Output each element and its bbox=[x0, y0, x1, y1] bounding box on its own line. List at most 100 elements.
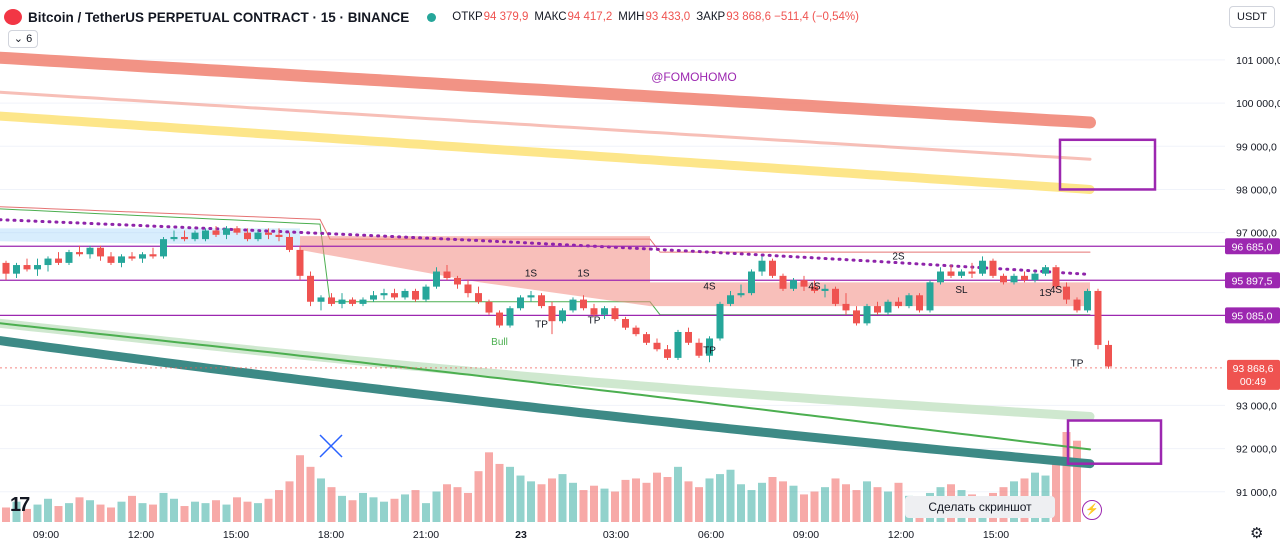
candle-body bbox=[622, 319, 629, 328]
volume-bar bbox=[212, 500, 220, 522]
candle-body bbox=[181, 236, 188, 240]
volume-bar bbox=[506, 466, 514, 522]
signal-label: 4S bbox=[808, 282, 821, 293]
volume-bar bbox=[548, 478, 556, 522]
candle-body bbox=[748, 271, 755, 294]
candle-body bbox=[1052, 267, 1060, 287]
x-tick-label: 12:00 bbox=[888, 529, 914, 541]
candle-body bbox=[811, 286, 818, 291]
candle-body bbox=[1031, 273, 1039, 281]
lightning-icon[interactable]: ⚡ bbox=[1082, 500, 1102, 520]
candle-body bbox=[475, 293, 482, 302]
volume-bar bbox=[33, 504, 42, 522]
symbol-title[interactable]: Bitcoin / TetherUS PERPETUAL CONTRACT · … bbox=[28, 9, 410, 25]
ma-band-teal bbox=[0, 336, 1095, 469]
dotted-trend-line bbox=[0, 218, 1092, 276]
candle-body bbox=[643, 334, 650, 343]
volume-bar bbox=[117, 501, 126, 522]
candle-body bbox=[97, 247, 104, 257]
target-box-lower bbox=[1066, 419, 1163, 465]
high-value: 94 417,2 bbox=[567, 11, 613, 23]
candle-body bbox=[55, 258, 62, 263]
candle-body bbox=[611, 308, 619, 320]
candle-body bbox=[905, 295, 913, 307]
volume-bar bbox=[138, 503, 147, 522]
market-status-icon bbox=[427, 12, 437, 22]
target-box-upper bbox=[1058, 138, 1157, 191]
candle-body bbox=[307, 275, 314, 302]
candle-body bbox=[1000, 275, 1007, 283]
candle-body bbox=[296, 249, 304, 276]
candle-body bbox=[769, 260, 776, 276]
volume-bar bbox=[800, 494, 808, 522]
candle-body bbox=[653, 342, 661, 350]
candle-body bbox=[223, 228, 230, 235]
volume-bar bbox=[12, 501, 21, 522]
candle-body bbox=[422, 286, 430, 300]
candle-body bbox=[821, 288, 829, 291]
candle-body bbox=[1073, 299, 1081, 311]
volume-bar bbox=[537, 484, 546, 522]
volume-bar bbox=[600, 488, 609, 522]
y-tick-label: 99 000,0 bbox=[1236, 141, 1277, 153]
candle-body bbox=[874, 306, 881, 313]
candle-body bbox=[1042, 267, 1049, 274]
signal-label: Bull bbox=[491, 337, 508, 348]
volume-bar bbox=[758, 482, 766, 522]
candle-body bbox=[128, 256, 136, 259]
candle-body bbox=[685, 331, 692, 343]
screenshot-button[interactable]: Сделать скриншот bbox=[905, 496, 1055, 518]
candle-body bbox=[454, 278, 461, 285]
candle-body bbox=[149, 254, 157, 257]
candle-body bbox=[265, 232, 272, 235]
gear-icon[interactable]: ⚙ bbox=[1250, 525, 1264, 542]
candle-body bbox=[317, 297, 325, 302]
volume-bar bbox=[159, 492, 168, 522]
signal-label: TP bbox=[588, 315, 601, 326]
indicators-count: 6 bbox=[26, 33, 33, 45]
y-tick-label: 91 000,0 bbox=[1236, 487, 1277, 499]
candle-body bbox=[191, 232, 199, 240]
volume-bar bbox=[65, 503, 73, 522]
currency-select[interactable]: USDT bbox=[1229, 6, 1275, 28]
volume-bar bbox=[474, 471, 483, 522]
candle-body bbox=[737, 293, 745, 296]
volume-bar bbox=[873, 487, 882, 522]
candle-body bbox=[1105, 344, 1112, 367]
volume-bar bbox=[411, 490, 420, 522]
level-label-bg bbox=[1225, 307, 1280, 324]
volume-bar bbox=[422, 503, 430, 522]
close-label: ЗАКР bbox=[696, 11, 726, 23]
candle-body bbox=[76, 252, 83, 255]
x-tick-label: 15:00 bbox=[223, 529, 249, 541]
candle-body bbox=[65, 252, 73, 263]
volume-bar bbox=[884, 491, 892, 522]
candle-body bbox=[968, 271, 976, 274]
low-label: МИН bbox=[618, 11, 645, 23]
candle-body bbox=[212, 230, 220, 235]
x-tick-label: 12:00 bbox=[128, 529, 154, 541]
volume-bar bbox=[894, 482, 903, 522]
countdown-label: 00:49 bbox=[1240, 376, 1266, 388]
signal-label: 4S bbox=[1050, 285, 1063, 296]
candle-body bbox=[895, 301, 902, 307]
candle-body bbox=[842, 303, 850, 311]
indicators-toggle-button[interactable]: ⌄ 6 bbox=[8, 30, 38, 48]
signal-label: TP bbox=[535, 320, 548, 331]
candle-body bbox=[790, 280, 797, 289]
volume-bar bbox=[579, 490, 588, 522]
volume-bar bbox=[863, 481, 871, 522]
volume-bar bbox=[264, 498, 273, 522]
candle-body bbox=[359, 299, 367, 304]
volume-bar bbox=[831, 478, 840, 522]
volume-bar bbox=[663, 477, 672, 522]
candle-body bbox=[433, 271, 440, 287]
candle-body bbox=[496, 312, 503, 326]
volume-bar bbox=[54, 506, 63, 522]
volume-bar bbox=[684, 481, 693, 522]
candle-body bbox=[391, 293, 398, 298]
candle-body bbox=[590, 308, 598, 315]
x-tick-label: 23 bbox=[515, 529, 527, 541]
volume-bar bbox=[327, 487, 336, 522]
